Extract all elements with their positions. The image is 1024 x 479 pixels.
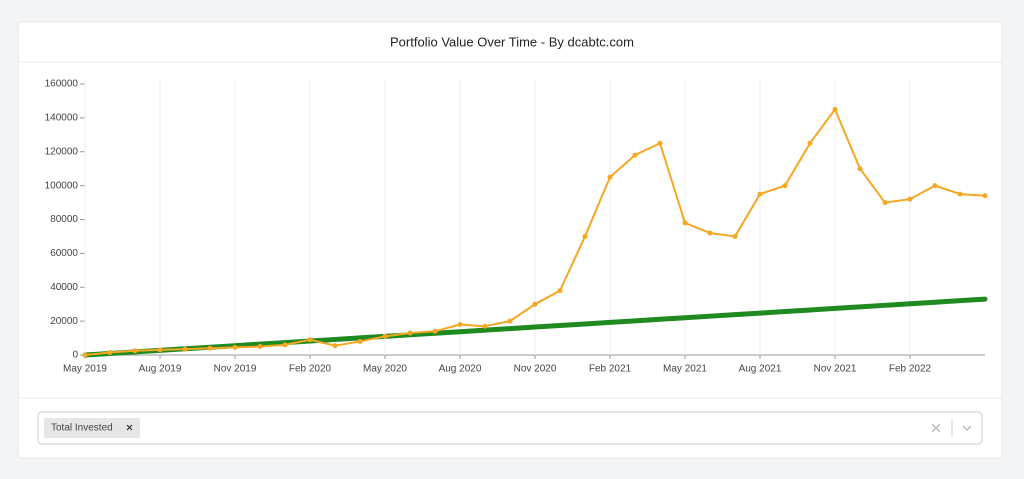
point: [307, 337, 313, 343]
clear-icon[interactable]: [931, 423, 941, 433]
x-tick-label: Feb 2022: [889, 364, 932, 375]
x-tick-label: Feb 2020: [289, 364, 332, 375]
point: [682, 220, 688, 226]
y-tick-label: 0: [72, 350, 78, 361]
x-tick-label: May 2020: [363, 364, 407, 375]
point: [107, 349, 113, 355]
point: [207, 345, 213, 351]
y-tick-label: 60000: [50, 248, 78, 259]
y-tick-label: 160000: [45, 79, 79, 90]
point: [332, 343, 338, 349]
point: [432, 328, 438, 334]
x-tick-label: Aug 2020: [439, 364, 482, 375]
point: [832, 106, 838, 112]
point: [782, 183, 788, 189]
x-tick-label: May 2019: [63, 364, 107, 375]
point: [632, 152, 638, 158]
y-tick-label: 140000: [45, 113, 79, 124]
point: [507, 318, 513, 324]
point: [232, 344, 238, 350]
point: [857, 166, 863, 172]
x-tick-label: May 2021: [663, 364, 707, 375]
point: [732, 233, 738, 239]
x-tick-label: Nov 2021: [814, 364, 857, 375]
point: [957, 191, 963, 197]
x-tick-label: Aug 2021: [739, 364, 782, 375]
point: [607, 174, 613, 180]
x-tick-label: Nov 2019: [214, 364, 257, 375]
card: [17, 21, 1003, 459]
point: [657, 140, 663, 146]
point: [532, 301, 538, 307]
point: [557, 288, 563, 294]
point: [482, 323, 488, 329]
point: [932, 183, 938, 189]
point: [757, 191, 763, 197]
point: [82, 352, 88, 358]
point: [257, 344, 263, 350]
point: [357, 338, 363, 344]
chip: [44, 418, 140, 438]
point: [132, 348, 138, 354]
point: [907, 196, 913, 202]
point: [807, 140, 813, 146]
point: [982, 193, 988, 199]
point: [182, 346, 188, 352]
point: [407, 330, 413, 336]
point: [457, 322, 463, 328]
plot: 0 20000 40000 60000 80000 100000 120000 140000 1…: [45, 79, 988, 375]
x-tick-label: Feb 2021: [589, 364, 632, 375]
point: [282, 342, 288, 348]
y-tick-label: 40000: [50, 282, 78, 293]
chip-label: Total Invested: [51, 423, 113, 434]
x-tick-label: Nov 2020: [514, 364, 557, 375]
x-tick-label: Aug 2019: [139, 364, 182, 375]
select-box[interactable]: [37, 411, 983, 445]
dropdown-icon[interactable]: [962, 425, 972, 432]
y-tick-label: 120000: [45, 146, 79, 157]
y-tick-label: 100000: [45, 180, 79, 191]
point: [157, 347, 163, 353]
chart-title: Portfolio Value Over Time - By dcabtc.co…: [390, 34, 634, 49]
point: [382, 333, 388, 339]
point: [582, 233, 588, 239]
series-select[interactable]: Total Invested: [37, 411, 983, 445]
chip-remove[interactable]: [126, 424, 133, 431]
y-tick-label: 80000: [50, 214, 78, 225]
y-tick-label: 20000: [50, 316, 78, 327]
point: [707, 230, 713, 236]
point: [882, 200, 888, 206]
